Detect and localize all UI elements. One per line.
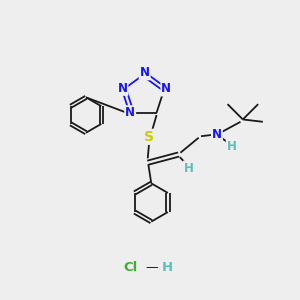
- Text: N: N: [161, 82, 171, 95]
- Text: N: N: [125, 106, 135, 119]
- Text: N: N: [118, 82, 128, 95]
- Text: S: S: [144, 130, 154, 144]
- Text: H: H: [227, 140, 237, 153]
- Text: H: H: [162, 261, 173, 274]
- Text: H: H: [183, 161, 193, 175]
- Text: —: —: [145, 261, 158, 274]
- Text: N: N: [212, 128, 222, 141]
- Text: Cl: Cl: [124, 261, 138, 274]
- Text: N: N: [140, 66, 150, 80]
